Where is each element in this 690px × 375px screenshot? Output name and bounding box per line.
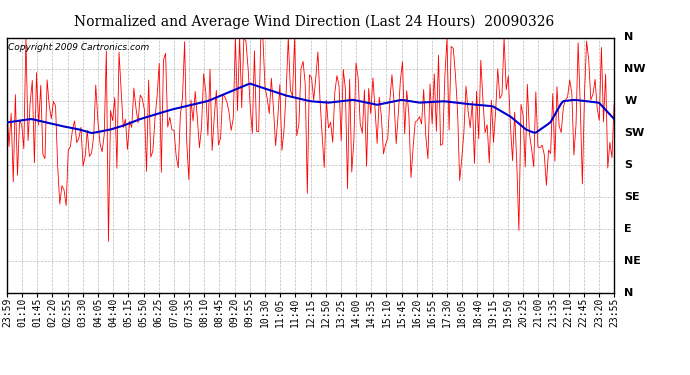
Text: N: N <box>624 288 633 297</box>
Text: N: N <box>624 33 633 42</box>
Text: NE: NE <box>624 256 641 266</box>
Text: S: S <box>624 160 633 170</box>
Text: Normalized and Average Wind Direction (Last 24 Hours)  20090326: Normalized and Average Wind Direction (L… <box>74 15 554 29</box>
Text: SE: SE <box>624 192 640 202</box>
Text: Copyright 2009 Cartronics.com: Copyright 2009 Cartronics.com <box>8 43 149 52</box>
Text: W: W <box>624 96 637 106</box>
Text: SW: SW <box>624 128 644 138</box>
Text: NW: NW <box>624 64 646 74</box>
Text: E: E <box>624 224 632 234</box>
